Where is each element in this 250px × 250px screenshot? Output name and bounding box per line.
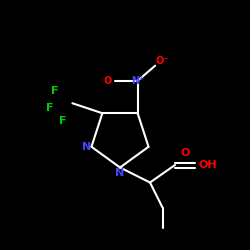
Text: F: F (51, 86, 59, 96)
Text: F: F (46, 103, 54, 113)
Text: N: N (82, 142, 91, 152)
Text: O: O (180, 148, 190, 158)
Text: O⁻: O⁻ (156, 56, 169, 66)
Text: N: N (116, 168, 124, 177)
Text: N⁺: N⁺ (131, 76, 144, 86)
Text: F: F (58, 116, 66, 126)
Text: O: O (104, 76, 112, 86)
Text: OH: OH (198, 160, 217, 170)
